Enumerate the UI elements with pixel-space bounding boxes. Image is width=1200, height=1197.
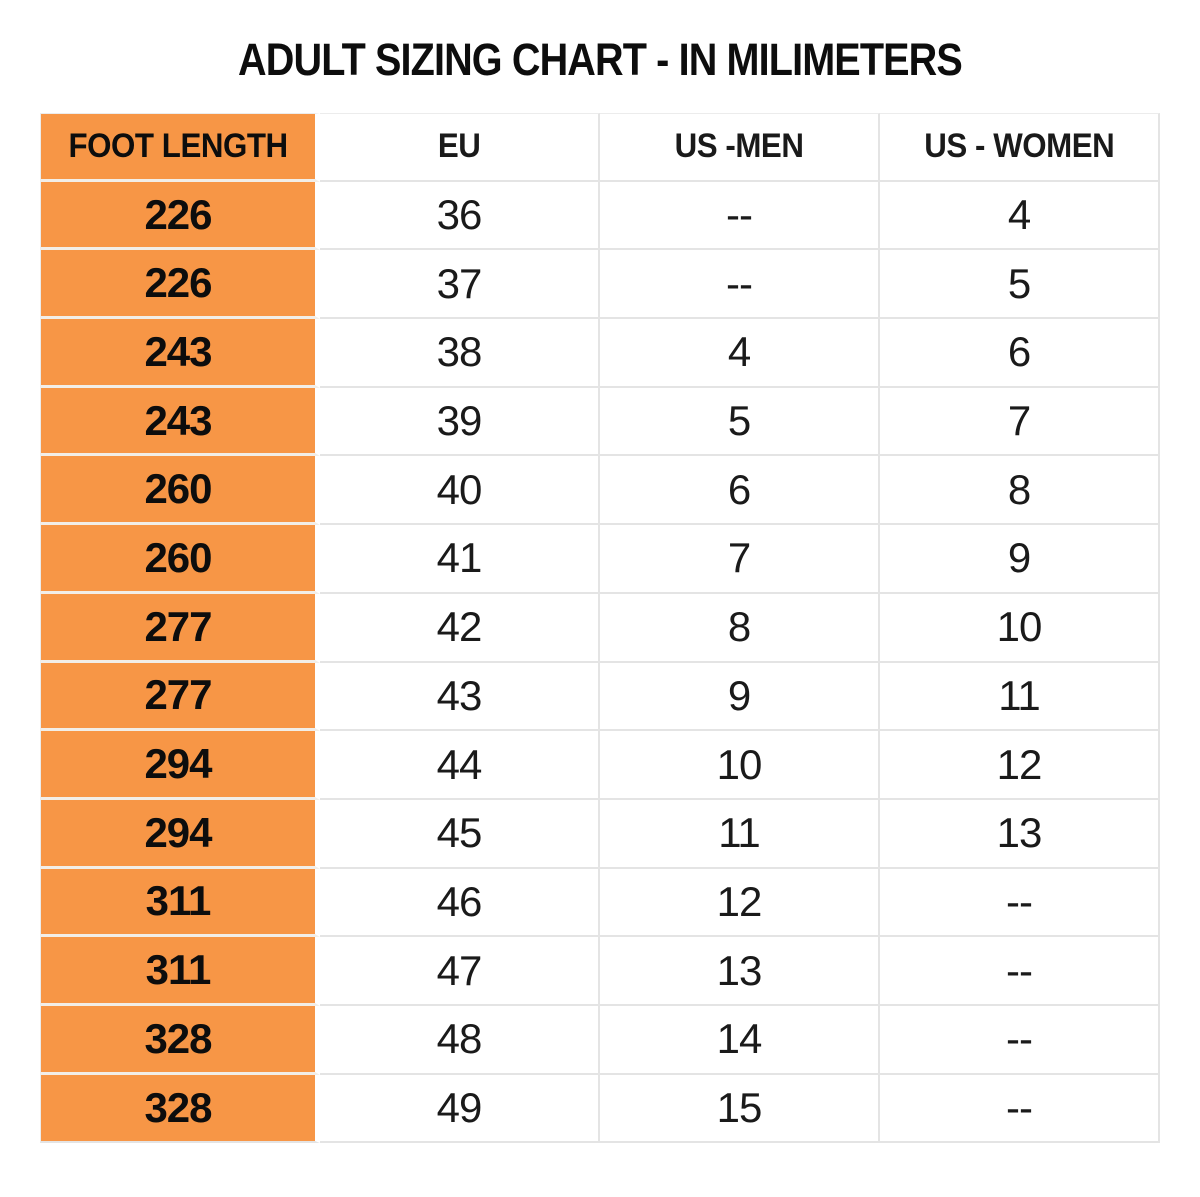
page-title: ADULT SIZING CHART - IN MILIMETERS [238, 34, 963, 85]
cell-us-women: 8 [880, 456, 1160, 526]
table-row: 311 46 12 -- [40, 868, 1160, 938]
cell-us-women: 4 [880, 181, 1160, 251]
header-row: FOOT LENGTH EU US -MEN US - WOMEN [40, 113, 1160, 182]
cell-foot-length: 243 [40, 319, 320, 388]
column-header-us-men-label: US -MEN [674, 127, 804, 166]
cell-foot-length: 226 [40, 181, 320, 251]
column-header-foot-length-label: FOOT LENGTH [68, 126, 288, 165]
cell-us-women: 6 [880, 319, 1160, 388]
table-row: 328 49 15 -- [40, 1074, 1160, 1144]
table-row: 226 36 -- 4 [40, 181, 1160, 251]
table-row: 277 43 9 11 [40, 662, 1160, 732]
cell-eu: 49 [320, 1074, 600, 1144]
column-header-eu: EU [320, 113, 600, 182]
table-row: 311 47 13 -- [40, 937, 1160, 1006]
cell-eu: 44 [320, 731, 600, 800]
sizing-table: FOOT LENGTH EU US -MEN US - WOMEN 226 36… [40, 113, 1160, 1144]
table-row: 226 37 -- 5 [40, 250, 1160, 320]
cell-eu: 37 [320, 250, 600, 320]
cell-eu: 48 [320, 1005, 600, 1075]
cell-foot-length: 294 [40, 799, 320, 869]
cell-us-men: -- [600, 181, 880, 251]
cell-us-men: 9 [600, 662, 880, 732]
column-header-foot-length: FOOT LENGTH [40, 113, 320, 182]
cell-foot-length: 294 [40, 731, 320, 800]
cell-us-women: -- [880, 868, 1160, 938]
cell-us-women: 11 [880, 662, 1160, 732]
cell-eu: 46 [320, 868, 600, 938]
cell-eu: 38 [320, 319, 600, 388]
cell-eu: 45 [320, 799, 600, 869]
cell-us-men: 4 [600, 319, 880, 388]
cell-eu: 41 [320, 525, 600, 594]
cell-us-men: 13 [600, 937, 880, 1006]
cell-us-women: 7 [880, 387, 1160, 457]
table-row: 243 38 4 6 [40, 319, 1160, 388]
cell-us-men: 5 [600, 387, 880, 457]
cell-eu: 40 [320, 456, 600, 526]
table-row: 277 42 8 10 [40, 593, 1160, 663]
cell-us-women: 9 [880, 525, 1160, 594]
cell-eu: 39 [320, 387, 600, 457]
cell-us-men: 8 [600, 593, 880, 663]
cell-us-women: 12 [880, 731, 1160, 800]
cell-eu: 43 [320, 662, 600, 732]
cell-foot-length: 243 [40, 387, 320, 457]
table-row: 243 39 5 7 [40, 387, 1160, 457]
cell-us-women: 13 [880, 799, 1160, 869]
cell-us-men: 12 [600, 868, 880, 938]
table-row: 260 41 7 9 [40, 525, 1160, 594]
table-row: 294 45 11 13 [40, 799, 1160, 869]
cell-eu: 42 [320, 593, 600, 663]
column-header-eu-label: EU [437, 127, 481, 166]
cell-foot-length: 277 [40, 662, 320, 732]
cell-us-men: -- [600, 250, 880, 320]
cell-foot-length: 277 [40, 593, 320, 663]
cell-foot-length: 260 [40, 456, 320, 526]
cell-us-men: 11 [600, 799, 880, 869]
table-row: 328 48 14 -- [40, 1005, 1160, 1075]
cell-us-men: 10 [600, 731, 880, 800]
cell-us-women: -- [880, 1005, 1160, 1075]
cell-eu: 36 [320, 181, 600, 251]
cell-foot-length: 226 [40, 250, 320, 320]
cell-us-men: 14 [600, 1005, 880, 1075]
cell-us-women: 10 [880, 593, 1160, 663]
column-header-us-women-label: US - WOMEN [923, 127, 1115, 166]
table-row: 294 44 10 12 [40, 731, 1160, 800]
cell-us-women: -- [880, 937, 1160, 1006]
cell-us-men: 15 [600, 1074, 880, 1144]
column-header-us-men: US -MEN [600, 113, 880, 182]
cell-us-women: 5 [880, 250, 1160, 320]
cell-us-men: 7 [600, 525, 880, 594]
cell-us-women: -- [880, 1074, 1160, 1144]
cell-foot-length: 311 [40, 937, 320, 1006]
column-header-us-women: US - WOMEN [880, 113, 1160, 182]
cell-foot-length: 260 [40, 525, 320, 594]
cell-foot-length: 311 [40, 868, 320, 938]
cell-foot-length: 328 [40, 1074, 320, 1144]
cell-us-men: 6 [600, 456, 880, 526]
cell-eu: 47 [320, 937, 600, 1006]
cell-foot-length: 328 [40, 1005, 320, 1075]
table-row: 260 40 6 8 [40, 456, 1160, 526]
